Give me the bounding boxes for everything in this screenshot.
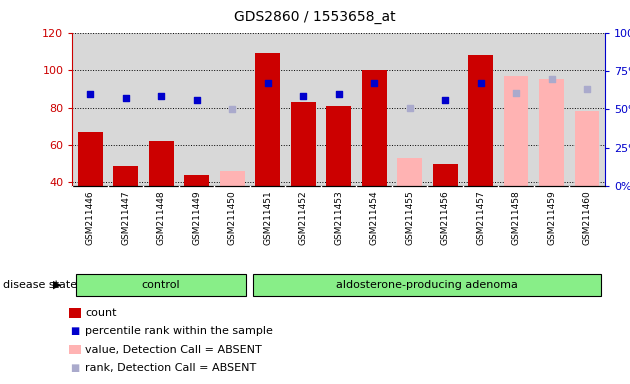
Point — [120, 95, 131, 101]
Text: GSM211447: GSM211447 — [121, 190, 130, 245]
Text: GSM211459: GSM211459 — [547, 190, 556, 245]
Text: GSM211446: GSM211446 — [86, 190, 94, 245]
Bar — [253, 274, 601, 296]
Bar — [149, 141, 174, 186]
Text: ■: ■ — [71, 326, 79, 336]
Text: GDS2860 / 1553658_at: GDS2860 / 1553658_at — [234, 10, 396, 23]
Point — [440, 97, 450, 103]
Point — [298, 93, 308, 99]
Point — [263, 80, 273, 86]
Bar — [575, 111, 600, 186]
Text: ■: ■ — [71, 363, 79, 373]
Text: rank, Detection Call = ABSENT: rank, Detection Call = ABSENT — [85, 363, 256, 373]
Text: GSM211452: GSM211452 — [299, 190, 307, 245]
Point — [369, 80, 379, 86]
Text: GSM211460: GSM211460 — [583, 190, 592, 245]
Text: value, Detection Call = ABSENT: value, Detection Call = ABSENT — [85, 345, 262, 355]
Point — [511, 89, 521, 96]
Point — [404, 104, 415, 111]
Bar — [220, 171, 244, 186]
Bar — [255, 53, 280, 186]
Text: GSM211450: GSM211450 — [227, 190, 237, 245]
Bar — [503, 76, 529, 186]
Point — [333, 91, 343, 98]
Point — [546, 76, 557, 83]
Text: GSM211457: GSM211457 — [476, 190, 485, 245]
Point — [192, 97, 202, 103]
Text: ▶: ▶ — [54, 280, 62, 290]
Point — [476, 80, 486, 86]
Bar — [468, 55, 493, 186]
Point — [156, 93, 166, 99]
Text: GSM211448: GSM211448 — [157, 190, 166, 245]
Point — [85, 91, 95, 98]
Bar — [77, 132, 103, 186]
Point — [227, 106, 237, 113]
Text: GSM211456: GSM211456 — [440, 190, 450, 245]
Bar — [397, 158, 422, 186]
Text: disease state: disease state — [3, 280, 77, 290]
Text: GSM211454: GSM211454 — [370, 190, 379, 245]
Text: GSM211453: GSM211453 — [334, 190, 343, 245]
Bar — [539, 79, 564, 186]
Text: GSM211455: GSM211455 — [405, 190, 414, 245]
Bar — [76, 274, 246, 296]
Bar — [326, 106, 351, 186]
Text: GSM211449: GSM211449 — [192, 190, 201, 245]
Text: count: count — [85, 308, 117, 318]
Text: GSM211458: GSM211458 — [512, 190, 520, 245]
Bar — [184, 175, 209, 186]
Text: percentile rank within the sample: percentile rank within the sample — [85, 326, 273, 336]
Bar — [362, 70, 387, 186]
Bar — [113, 166, 138, 186]
Text: aldosterone-producing adenoma: aldosterone-producing adenoma — [336, 280, 518, 290]
Bar — [433, 164, 457, 186]
Bar — [290, 102, 316, 186]
Text: control: control — [142, 280, 180, 290]
Point — [582, 86, 592, 92]
Text: GSM211451: GSM211451 — [263, 190, 272, 245]
